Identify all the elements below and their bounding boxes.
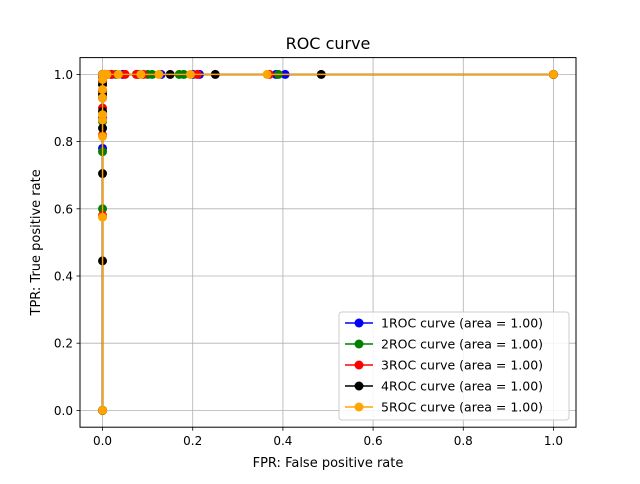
legend-marker <box>354 339 364 349</box>
legend-label: 3ROC curve (area = 1.00) <box>381 358 543 373</box>
data-point <box>98 132 108 142</box>
legend-marker <box>354 381 364 391</box>
y-axis-label: TPR: True positive rate <box>29 169 44 316</box>
legend-entry: 1ROC curve (area = 1.00) <box>345 316 543 331</box>
data-point <box>102 69 112 79</box>
y-tick-label: 0.0 <box>54 404 73 418</box>
x-tick-label: 0.0 <box>93 434 112 448</box>
legend-entry: 2ROC curve (area = 1.00) <box>345 337 543 352</box>
series-layer <box>98 69 558 415</box>
legend-label: 4ROC curve (area = 1.00) <box>381 379 543 394</box>
legend-marker <box>354 360 364 370</box>
data-point <box>98 85 108 95</box>
series-5 <box>98 69 558 415</box>
legend-entry: 4ROC curve (area = 1.00) <box>345 379 543 394</box>
data-point <box>185 69 195 79</box>
data-point <box>548 69 558 79</box>
data-point <box>154 69 164 79</box>
ticks: 0.0 0.2 0.4 0.6 0.8 1.0 0.0 0.2 0.4 0.6 0.8 1.0 <box>54 68 563 448</box>
y-tick-label: 1.0 <box>54 68 73 82</box>
x-axis-label: FPR: False positive rate <box>253 456 404 471</box>
x-tick-label: 1.0 <box>544 434 563 448</box>
chart-title: ROC curve <box>286 34 371 53</box>
legend-entry: 3ROC curve (area = 1.00) <box>345 358 543 373</box>
legend-marker <box>354 318 364 328</box>
y-tick-label: 0.2 <box>54 337 73 351</box>
data-point <box>98 405 108 415</box>
legend-box <box>338 311 570 421</box>
x-tick-label: 0.4 <box>273 434 292 448</box>
data-point <box>98 93 108 103</box>
legend-label: 1ROC curve (area = 1.00) <box>381 316 543 331</box>
x-tick-label: 0.2 <box>183 434 202 448</box>
data-point <box>136 69 146 79</box>
legend-entry: 5ROC curve (area = 1.00) <box>345 400 543 415</box>
data-point <box>113 69 123 79</box>
y-tick-label: 0.8 <box>54 135 73 149</box>
plot-frame <box>79 57 577 428</box>
data-point <box>262 69 272 79</box>
legend-marker <box>354 402 364 412</box>
x-tick-label: 0.8 <box>454 434 473 448</box>
legend-label: 2ROC curve (area = 1.00) <box>381 337 543 352</box>
data-point <box>98 110 108 120</box>
x-tick-label: 0.6 <box>364 434 383 448</box>
y-tick-label: 0.4 <box>54 270 73 284</box>
data-point <box>98 212 108 222</box>
grid <box>80 57 576 428</box>
legend: 1ROC curve (area = 1.00) 2ROC curve (area… <box>338 311 570 421</box>
legend-label: 5ROC curve (area = 1.00) <box>381 400 543 415</box>
y-tick-label: 0.6 <box>54 202 73 216</box>
